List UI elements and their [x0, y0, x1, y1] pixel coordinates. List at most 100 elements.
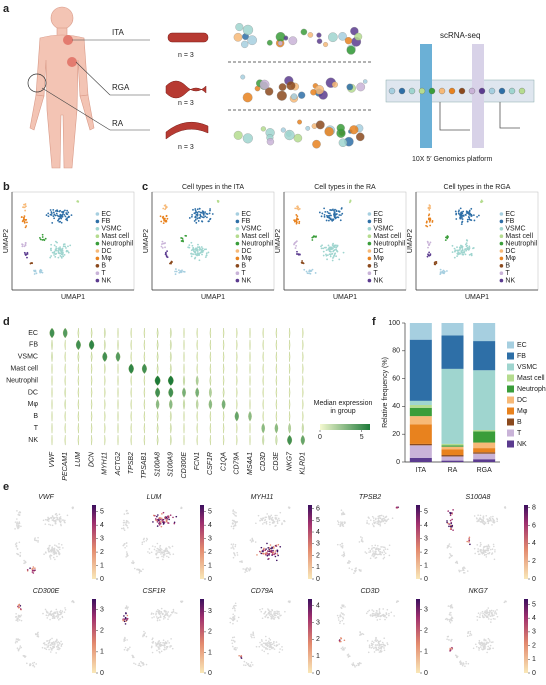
umap-point	[249, 664, 252, 666]
umap-point	[192, 249, 195, 252]
umap-point	[166, 552, 168, 555]
umap-point	[15, 612, 17, 615]
umap-point	[146, 537, 148, 540]
umap-point	[196, 254, 199, 257]
umap-point	[260, 644, 263, 646]
umap-point	[271, 546, 273, 549]
umap-point	[459, 248, 461, 251]
umap-point	[494, 618, 496, 620]
umap-point	[31, 569, 34, 572]
colorbar-tick-label: 2	[532, 558, 536, 565]
umap-point	[56, 516, 58, 519]
umap-point	[165, 255, 168, 258]
feature-title: NKG7	[468, 588, 488, 595]
legend-swatch	[95, 249, 100, 253]
umap-point	[19, 551, 22, 554]
umap-point	[487, 549, 490, 552]
feature-title: CD300E	[33, 588, 60, 595]
umap-point	[476, 215, 478, 218]
bar-segment	[441, 323, 464, 336]
umap-point	[326, 210, 329, 213]
umap-point	[162, 215, 165, 218]
gene-label: MYH11	[102, 452, 109, 475]
umap-point	[336, 245, 339, 248]
umap-point	[151, 545, 154, 547]
umap-point	[343, 522, 346, 525]
umap-point	[166, 217, 169, 220]
violin	[130, 411, 132, 422]
umap-point	[165, 519, 168, 521]
violin	[169, 327, 172, 339]
umap-point	[298, 220, 301, 223]
legend-swatch	[95, 241, 100, 246]
umap-point	[341, 619, 344, 622]
umap-point	[233, 604, 236, 607]
umap-point	[374, 544, 377, 547]
umap-point	[270, 641, 272, 644]
umap-point	[62, 245, 65, 248]
umap-point	[61, 615, 64, 618]
umap-point	[196, 246, 199, 249]
umap-point	[167, 522, 169, 524]
violin	[169, 351, 172, 363]
umap-point	[158, 643, 160, 646]
umap-point	[201, 248, 204, 250]
umap-point	[271, 551, 273, 554]
legend-swatch	[367, 271, 372, 276]
bar-segment	[409, 323, 432, 340]
umap-point	[340, 521, 342, 523]
umap-point	[466, 248, 469, 251]
violin	[222, 375, 225, 386]
colorbar-tick-label: 0	[316, 670, 320, 677]
umap-point	[143, 537, 145, 540]
cell	[344, 37, 353, 45]
umap-point	[236, 551, 238, 554]
umap-point	[63, 520, 66, 523]
umap-point	[245, 662, 248, 664]
umap-point	[54, 522, 57, 525]
umap-point	[351, 663, 353, 666]
umap-point	[48, 613, 51, 616]
umap-point	[386, 548, 389, 551]
legend-label: VSMC	[505, 226, 525, 233]
umap-point	[465, 242, 468, 244]
umap-point	[382, 519, 384, 522]
x-tick-label: RGA	[477, 467, 493, 474]
colorbar-tick-label: 2	[424, 549, 428, 556]
gene-label: CD3D	[260, 452, 267, 471]
umap-point	[23, 562, 25, 565]
cell	[328, 32, 338, 43]
umap-point	[51, 524, 54, 527]
bar-segment	[441, 449, 464, 456]
umap-point	[275, 641, 278, 643]
cell	[275, 32, 286, 42]
umap-point	[51, 515, 54, 517]
umap-point	[243, 664, 245, 666]
legend-swatch	[507, 396, 514, 404]
y-axis-label: UMAP2	[275, 229, 282, 253]
umap-point	[17, 605, 19, 608]
umap-point	[377, 517, 380, 520]
colorbar-tick-label: 4	[316, 529, 320, 536]
umap-point	[464, 248, 467, 251]
umap-point	[376, 639, 379, 642]
umap-point	[451, 518, 453, 521]
cell	[312, 139, 321, 149]
umap-point	[450, 546, 452, 548]
umap-point	[50, 613, 53, 616]
violin	[262, 434, 265, 446]
umap-point	[470, 254, 473, 257]
umap-point	[60, 523, 62, 526]
umap-point	[476, 544, 479, 546]
umap-point	[234, 543, 237, 546]
umap-point	[338, 258, 341, 261]
violin	[130, 387, 132, 398]
umap-point	[276, 550, 279, 553]
umap-point	[50, 247, 52, 250]
umap-point	[41, 646, 44, 649]
umap-point	[17, 614, 20, 617]
umap-point	[468, 536, 471, 539]
umap-point	[268, 641, 271, 644]
umap-point	[353, 572, 355, 574]
umap-point	[339, 523, 342, 526]
